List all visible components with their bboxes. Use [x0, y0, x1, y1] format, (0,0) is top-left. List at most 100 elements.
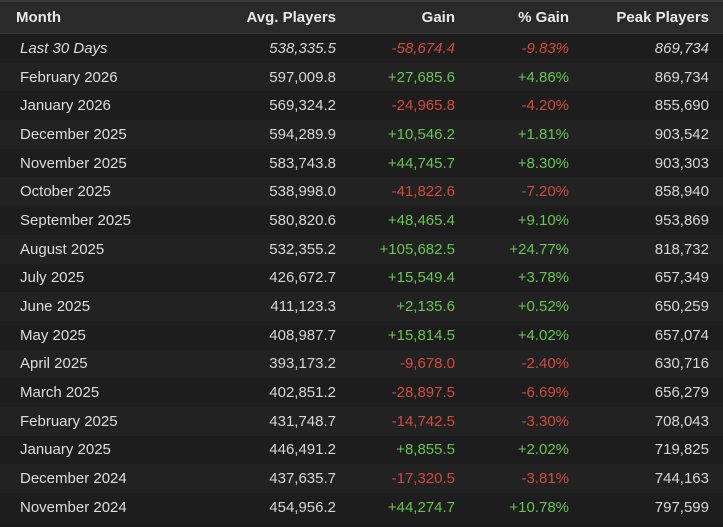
pct-gain-cell: +4.86%	[461, 62, 575, 92]
avg-players-cell: 408,987.7	[205, 320, 342, 350]
table-row: January 2025 446,491.2 +8,855.5 +2.02% 719,8…	[0, 435, 723, 465]
pct-gain-cell: -4.20%	[461, 91, 575, 121]
peak-players-cell: 630,716	[575, 349, 723, 379]
avg-players-cell: 583,743.8	[205, 148, 342, 178]
month-column-header[interactable]: Month	[0, 2, 205, 34]
pct-gain-column-header[interactable]: % Gain	[461, 2, 575, 34]
peak-players-cell: 903,303	[575, 148, 723, 178]
month-cell: Last 30 Days	[0, 33, 205, 63]
month-cell: November 2024	[0, 493, 205, 522]
table-row: December 2024 437,635.7 -17,320.5 -3.81% 744…	[0, 464, 723, 493]
table-row: June 2025 411,123.3 +2,135.6 +0.52% 650,259	[0, 292, 723, 321]
month-cell: December 2024	[0, 464, 205, 493]
pct-gain-cell: -6.69%	[461, 378, 575, 407]
avg-players-cell: 569,324.2	[205, 91, 342, 121]
peak-players-cell: 744,163	[575, 464, 723, 493]
pct-gain-cell: -3.30%	[461, 406, 575, 436]
pct-gain-cell: -7.20%	[461, 177, 575, 207]
gain-cell: -41,822.6	[342, 177, 461, 207]
pct-gain-cell: +9.10%	[461, 206, 575, 235]
pct-gain-cell: +8.30%	[461, 148, 575, 178]
pct-gain-cell: -2.40%	[461, 349, 575, 379]
gain-cell: +15,814.5	[342, 320, 461, 350]
avg-players-cell: 538,335.5	[205, 33, 342, 63]
month-cell: April 2025	[0, 349, 205, 379]
avg-players-cell: 594,289.9	[205, 120, 342, 149]
peak-players-cell: 869,734	[575, 33, 723, 63]
avg-players-column-header[interactable]: Avg. Players	[205, 2, 342, 34]
month-cell: October 2025	[0, 177, 205, 207]
avg-players-cell: 538,998.0	[205, 177, 342, 207]
peak-players-cell: 719,825	[575, 435, 723, 465]
table-row: December 2025 594,289.9 +10,546.2 +1.81% 903…	[0, 120, 723, 149]
peak-players-cell: 708,043	[575, 406, 723, 436]
table-row: May 2025 408,987.7 +15,814.5 +4.02% 657,074	[0, 320, 723, 350]
pct-gain-cell: +24.77%	[461, 234, 575, 264]
month-cell: July 2025	[0, 263, 205, 293]
gain-cell: -17,320.5	[342, 464, 461, 493]
table-header-row: Month Avg. Players Gain % Gain Peak Play…	[0, 2, 723, 34]
peak-players-cell: 797,599	[575, 493, 723, 522]
table-row: October 2025 538,998.0 -41,822.6 -7.20% 858,…	[0, 177, 723, 207]
gain-cell: +8,855.5	[342, 435, 461, 465]
avg-players-cell: 597,009.8	[205, 62, 342, 92]
table-row: August 2025 532,355.2 +105,682.5 +24.77% 818…	[0, 234, 723, 264]
gain-column-header[interactable]: Gain	[342, 2, 461, 34]
pct-gain-cell: -9.83%	[461, 33, 575, 63]
peak-players-cell: 657,349	[575, 263, 723, 293]
gain-cell: -24,965.8	[342, 91, 461, 121]
gain-cell: +15,549.4	[342, 263, 461, 293]
month-cell: May 2025	[0, 320, 205, 350]
pct-gain-cell: +1.81%	[461, 120, 575, 149]
pct-gain-cell: +2.02%	[461, 435, 575, 465]
gain-cell: +48,465.4	[342, 206, 461, 235]
gain-cell: +44,745.7	[342, 148, 461, 178]
avg-players-cell: 393,173.2	[205, 349, 342, 379]
peak-players-cell: 953,869	[575, 206, 723, 235]
month-cell: January 2025	[0, 435, 205, 465]
peak-players-cell: 855,690	[575, 91, 723, 121]
peak-players-cell: 903,542	[575, 120, 723, 149]
table-row: Last 30 Days 538,335.5 -58,674.4 -9.83% 869,…	[0, 33, 723, 63]
month-cell: August 2025	[0, 234, 205, 264]
peak-players-cell: 656,279	[575, 378, 723, 407]
month-cell: March 2025	[0, 378, 205, 407]
month-cell: December 2025	[0, 120, 205, 149]
peak-players-cell: 818,732	[575, 234, 723, 264]
month-cell: September 2025	[0, 206, 205, 235]
table-row: November 2025 583,743.8 +44,745.7 +8.30% 903…	[0, 148, 723, 178]
gain-cell: -9,678.0	[342, 349, 461, 379]
table-row: September 2025 580,820.6 +48,465.4 +9.10% 95…	[0, 206, 723, 235]
gain-cell: +10,546.2	[342, 120, 461, 149]
table-row: July 2025 426,672.7 +15,549.4 +3.78% 657,349	[0, 263, 723, 293]
peak-players-cell: 869,734	[575, 62, 723, 92]
table-row: January 2026 569,324.2 -24,965.8 -4.20% 855,…	[0, 91, 723, 121]
peak-players-column-header[interactable]: Peak Players	[575, 2, 723, 34]
pct-gain-cell: +4.02%	[461, 320, 575, 350]
avg-players-cell: 454,956.2	[205, 493, 342, 522]
gain-cell: -14,742.5	[342, 406, 461, 436]
gain-cell: +2,135.6	[342, 292, 461, 321]
avg-players-cell: 426,672.7	[205, 263, 342, 293]
table-row: April 2025 393,173.2 -9,678.0 -2.40% 630,716	[0, 349, 723, 379]
avg-players-cell: 431,748.7	[205, 406, 342, 436]
month-cell: February 2026	[0, 62, 205, 92]
table-row: November 2024 454,956.2 +44,274.7 +10.78% 79…	[0, 493, 723, 522]
gain-cell: +27,685.6	[342, 62, 461, 92]
table-row: February 2025 431,748.7 -14,742.5 -3.30% 708…	[0, 406, 723, 436]
top-divider	[0, 0, 723, 2]
avg-players-cell: 411,123.3	[205, 292, 342, 321]
table-body: Last 30 Days 538,335.5 -58,674.4 -9.83% 869,…	[0, 33, 723, 522]
gain-cell: -58,674.4	[342, 33, 461, 63]
month-cell: February 2025	[0, 406, 205, 436]
pct-gain-cell: -3.81%	[461, 464, 575, 493]
table-row: February 2026 597,009.8 +27,685.6 +4.86% 869…	[0, 62, 723, 92]
month-cell: January 2026	[0, 91, 205, 121]
table-row: March 2025 402,851.2 -28,897.5 -6.69% 656,27…	[0, 378, 723, 407]
peak-players-cell: 650,259	[575, 292, 723, 321]
avg-players-cell: 532,355.2	[205, 234, 342, 264]
avg-players-cell: 446,491.2	[205, 435, 342, 465]
avg-players-cell: 402,851.2	[205, 378, 342, 407]
gain-cell: +105,682.5	[342, 234, 461, 264]
